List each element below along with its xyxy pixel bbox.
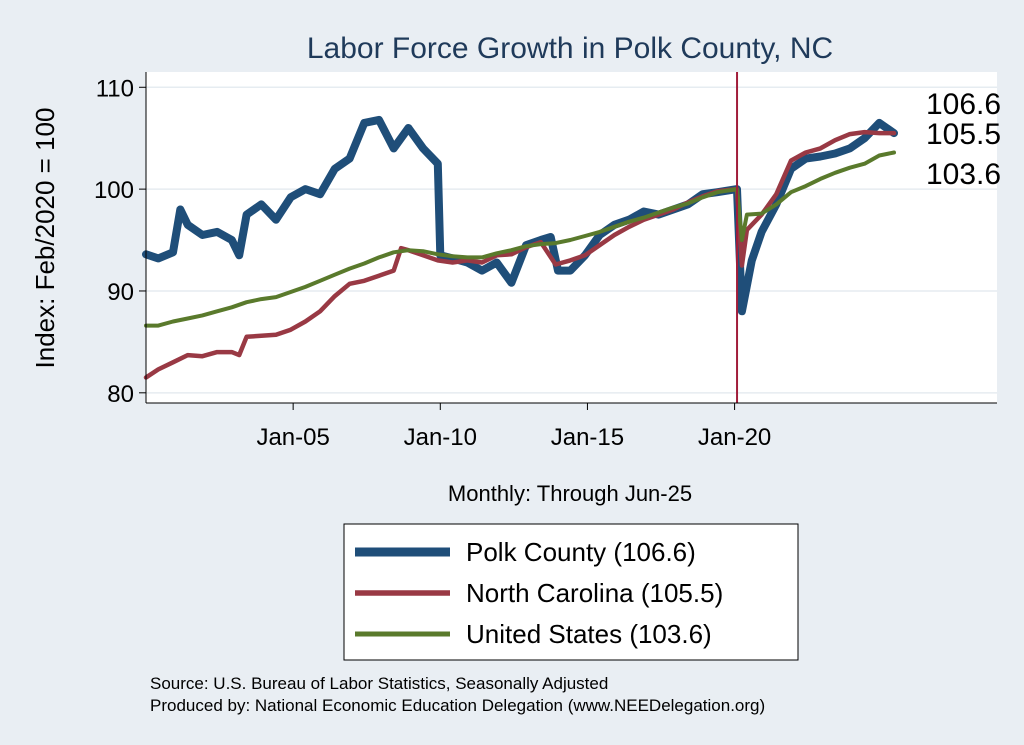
series-line-united-states: [144, 150, 896, 328]
chart-title: Labor Force Growth in Polk County, NC: [307, 32, 833, 65]
y-axis-title: Index: Feb/2020 = 100: [30, 108, 60, 369]
legend-label: Polk County (106.6): [466, 537, 696, 567]
legend-box: [343, 523, 799, 661]
legend-item-north-carolina: North Carolina (105.5): [355, 578, 723, 608]
x-axis-ticks: Jan-05 Jan-10 Jan-15 Jan-20: [256, 403, 771, 451]
y-axis-ticks: 80 90 100 110: [94, 75, 146, 408]
series-line-polk-county: [142, 115, 898, 316]
x-axis-title: Monthly: Through Jun-25: [448, 481, 692, 506]
series-lines: [142, 115, 898, 380]
source-line-1: Source: U.S. Bureau of Labor Statistics,…: [150, 674, 608, 693]
x-tick-label: Jan-20: [698, 424, 771, 451]
x-tick-label: Jan-15: [551, 424, 624, 451]
source-line-2: Produced by: National Economic Education…: [150, 696, 765, 715]
legend-label: United States (103.6): [466, 619, 712, 649]
y-tick-label: 100: [94, 177, 134, 204]
legend-label: North Carolina (105.5): [466, 578, 723, 608]
end-label-north-carolina: 105.5: [926, 118, 1001, 151]
x-tick-label: Jan-05: [256, 424, 329, 451]
legend-item-polk-county: Polk County (106.6): [355, 537, 696, 567]
y-tick-label: 90: [107, 279, 134, 306]
x-tick-label: Jan-10: [404, 424, 477, 451]
plot-area: [146, 72, 997, 403]
y-tick-label: 110: [96, 75, 134, 102]
end-label-polk-county: 106.6: [926, 88, 1001, 121]
legend-item-united-states: United States (103.6): [355, 619, 712, 649]
legend: Polk County (106.6) North Carolina (105.5…: [343, 523, 799, 661]
end-label-united-states: 103.6: [926, 158, 1001, 191]
y-tick-label: 80: [107, 381, 134, 408]
